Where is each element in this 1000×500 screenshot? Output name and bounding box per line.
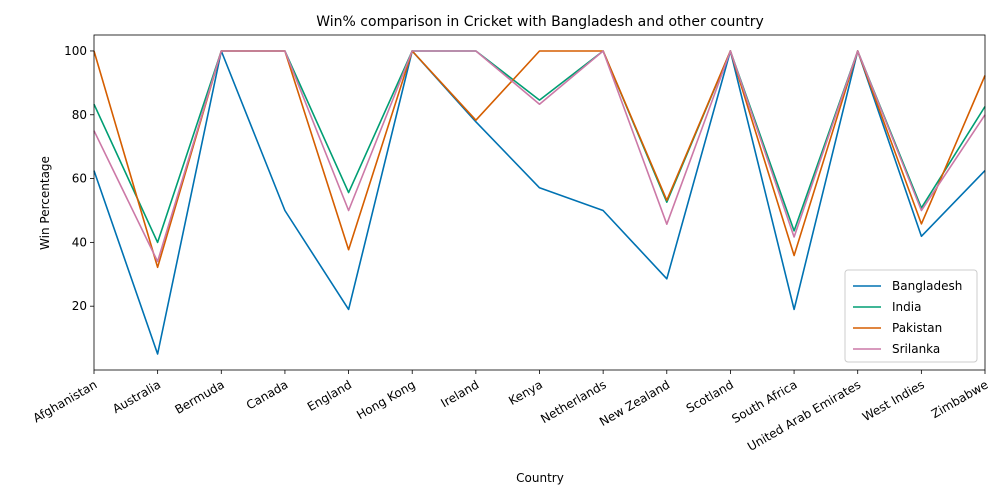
- y-tick-label: 100: [64, 44, 87, 58]
- series-line-bangladesh: [93, 50, 986, 355]
- x-tick-label: United Arab Emirates: [745, 377, 863, 453]
- x-tick-label: New Zealand: [597, 377, 672, 429]
- x-tick-label: Afghanistan: [31, 377, 100, 425]
- y-tick-label: 20: [72, 299, 87, 313]
- y-tick-label: 60: [72, 172, 87, 186]
- x-tick-label: Kenya: [506, 377, 545, 407]
- x-tick-label: England: [305, 377, 354, 413]
- series-line-srilanka: [93, 50, 986, 263]
- y-axis-label: Win Percentage: [38, 156, 52, 250]
- y-tick-label: 40: [72, 235, 87, 249]
- x-tick-label: Zimbabwe: [929, 377, 991, 421]
- legend-label: Bangladesh: [892, 279, 962, 293]
- x-tick-label: Ireland: [438, 377, 481, 410]
- x-tick-label: West Indies: [860, 377, 927, 424]
- x-axis-ticks: Afghanistan Australia Bermuda Canada England…: [31, 370, 991, 454]
- legend: Bangladesh India Pakistan Srilanka: [844, 269, 978, 363]
- series-line-pakistan: [93, 50, 986, 269]
- x-tick-label: Bermuda: [172, 377, 226, 416]
- chart-title: Win% comparison in Cricket with Banglade…: [316, 14, 764, 30]
- y-axis-ticks: 20 40 60 80 100: [64, 44, 94, 313]
- legend-label: Srilanka: [892, 342, 940, 356]
- x-tick-label: Scotland: [684, 377, 736, 415]
- series-layer: [93, 50, 986, 355]
- legend-box: [844, 269, 978, 363]
- legend-label: Pakistan: [892, 321, 942, 335]
- plot-frame: [93, 34, 986, 371]
- x-tick-label: Canada: [244, 377, 291, 412]
- legend-label: India: [892, 300, 921, 314]
- x-tick-label: Australia: [110, 377, 163, 416]
- y-tick-label: 80: [72, 108, 87, 122]
- x-tick-label: Hong Kong: [354, 377, 418, 422]
- x-axis-label: Country: [516, 471, 564, 485]
